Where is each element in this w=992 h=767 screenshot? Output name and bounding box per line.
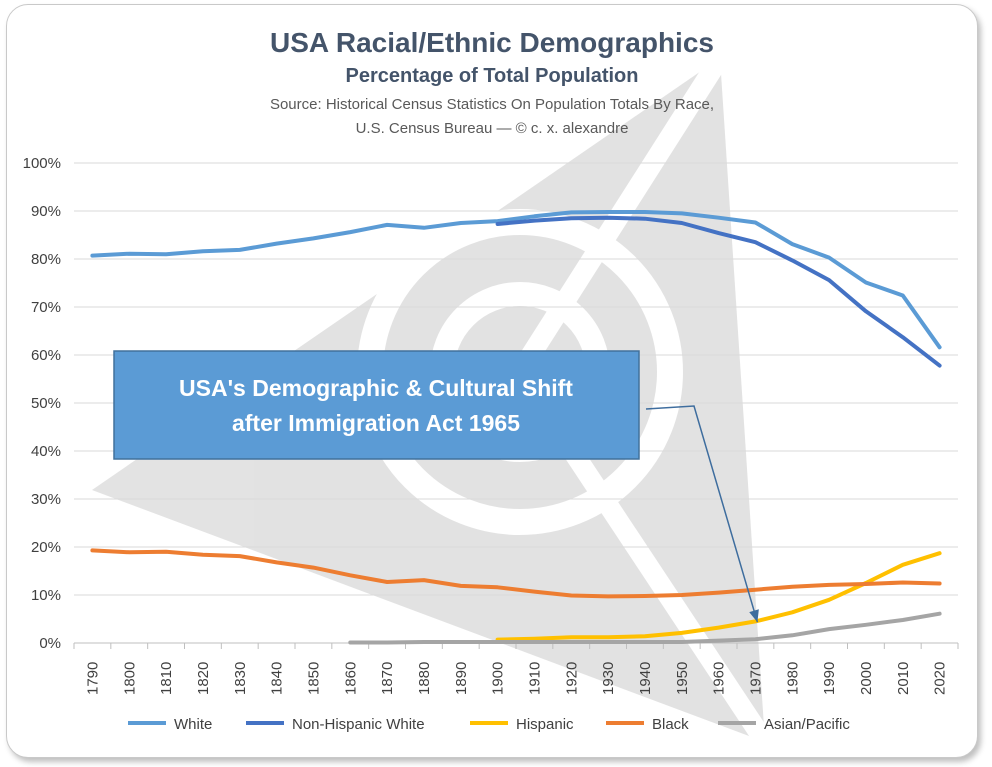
x-tick-label: 1840 (269, 662, 286, 695)
x-tick-label: 1910 (526, 662, 543, 695)
y-tick-label: 0% (39, 635, 61, 652)
y-tick-label: 60% (31, 347, 61, 364)
annotation-arrowhead (749, 609, 759, 623)
chart-title: USA Racial/Ethnic Demographics (270, 27, 714, 58)
annotation-line-2: after Immigration Act 1965 (232, 410, 520, 436)
x-tick-label: 1810 (158, 662, 175, 695)
series-line-black (90, 548, 942, 599)
x-tick-label: 1960 (711, 662, 728, 695)
legend: White Non-Hispanic White Hispanic Black Asia… (128, 716, 850, 733)
source-line-2: U.S. Census Bureau — © c. x. alexandre (356, 120, 629, 137)
x-tick-label: 1900 (490, 662, 507, 695)
y-tick-label: 20% (31, 539, 61, 556)
x-tick-label: 1950 (674, 662, 691, 695)
annotation-arrow (645, 405, 759, 623)
x-tick-label: 1870 (379, 662, 396, 695)
x-tick-label: 1850 (305, 662, 322, 695)
legend-label: Non-Hispanic White (292, 716, 425, 733)
y-tick-label: 10% (31, 587, 61, 604)
annotation-box (113, 350, 640, 460)
y-tick-label: 90% (31, 203, 61, 220)
annotation-line-1: USA's Demographic & Cultural Shift (179, 375, 573, 401)
series-line-non-hispanic-white (495, 215, 942, 368)
y-tick-label: 100% (23, 155, 61, 172)
x-tick-label: 1790 (84, 662, 101, 695)
x-tick-label: 2020 (932, 662, 949, 695)
series-lines (90, 210, 942, 645)
legend-label: Asian/Pacific (764, 716, 850, 733)
y-tick-label: 30% (31, 491, 61, 508)
chart-subtitle: Percentage of Total Population (346, 65, 639, 87)
x-tick-label: 1880 (416, 662, 433, 695)
x-tick-label: 1970 (747, 662, 764, 695)
x-tick-label: 1800 (121, 662, 138, 695)
y-tick-label: 70% (31, 299, 61, 316)
x-tick-label: 1890 (453, 662, 470, 695)
x-tick-label: 1980 (784, 662, 801, 695)
x-tick-label: 1830 (232, 662, 249, 695)
x-tick-label: 1920 (563, 662, 580, 695)
legend-label: White (174, 716, 212, 733)
y-tick-label: 40% (31, 443, 61, 460)
y-tick-label: 80% (31, 251, 61, 268)
x-tick-label: 1930 (600, 662, 617, 695)
x-axis: 1790 1800 1810 1820 1830 1840 1850 1860 1870 1880… (73, 643, 959, 695)
x-tick-label: 2010 (895, 662, 912, 695)
x-tick-label: 1860 (342, 662, 359, 695)
legend-label: Black (652, 716, 689, 733)
x-tick-label: 1820 (195, 662, 212, 695)
series-line-white (90, 210, 942, 350)
annotation-callout: USA's Demographic & Cultural Shift after… (113, 350, 759, 623)
x-tick-label: 1990 (821, 662, 838, 695)
series-line-asian-pacific (348, 611, 942, 645)
source-line-1: Source: Historical Census Statistics On … (270, 96, 714, 113)
x-tick-label: 2000 (858, 662, 875, 695)
y-tick-label: 50% (31, 395, 61, 412)
x-tick-label: 1940 (637, 662, 654, 695)
legend-label: Hispanic (516, 716, 574, 733)
y-axis: 0% 10% 20% 30% 40% 50% 60% 70% 80% 90% 100% (23, 155, 61, 652)
